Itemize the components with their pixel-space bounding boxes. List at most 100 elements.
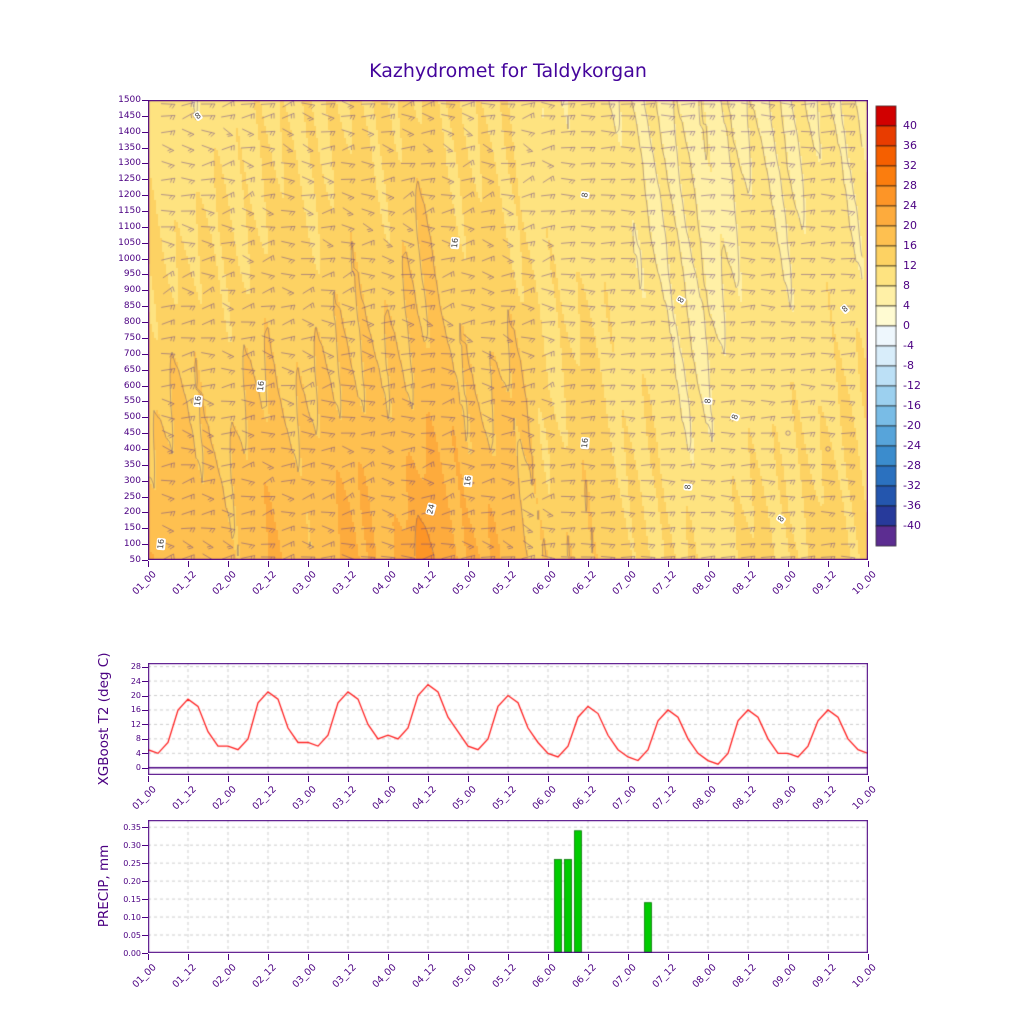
y-tick-label-t2: 20: [130, 691, 141, 701]
tick-mark: [668, 561, 669, 567]
tick-mark: [142, 322, 148, 323]
tick-mark: [308, 776, 309, 782]
x-tick-label-time: 02_12: [250, 962, 279, 991]
tick-mark: [142, 195, 148, 196]
tick-mark: [508, 954, 509, 960]
x-tick-label-time: 06_00: [530, 569, 559, 598]
y-tick-label-t2: 12: [130, 719, 141, 729]
tick-mark: [348, 954, 349, 960]
y-tick-label-height: 350: [123, 459, 141, 470]
tick-mark: [748, 561, 749, 567]
y-tick-label-height: 200: [123, 507, 141, 518]
x-tick-label-time: 01_12: [170, 962, 199, 991]
x-tick-label-time: 03_00: [290, 569, 319, 598]
x-tick-label-time: 05_12: [490, 569, 519, 598]
y-tick-label-height: 1000: [118, 253, 141, 264]
x-tick-label-time: 08_12: [730, 784, 759, 813]
tick-mark: [228, 954, 229, 960]
tick-mark: [148, 954, 149, 960]
colorbar-tick-label: 8: [903, 279, 910, 292]
tick-mark: [588, 776, 589, 782]
tick-mark: [868, 561, 869, 567]
y-tick-label-height: 900: [123, 285, 141, 296]
tick-mark: [142, 465, 148, 466]
x-tick-label-time: 07_12: [650, 569, 679, 598]
tick-mark: [142, 528, 148, 529]
y-tick-label-height: 1400: [118, 126, 141, 137]
tick-mark: [828, 561, 829, 567]
x-tick-label-time: 09_00: [770, 569, 799, 598]
x-tick-label-time: 10_00: [850, 784, 879, 813]
y-tick-label-t2: 28: [130, 662, 141, 672]
y-tick-label-t2: 16: [130, 705, 141, 715]
x-tick-label-time: 07_12: [650, 962, 679, 991]
x-tick-label-time: 01_00: [130, 569, 159, 598]
colorbar-tick-label: 36: [903, 139, 917, 152]
tick-mark: [748, 954, 749, 960]
tick-mark: [388, 776, 389, 782]
colorbar-tick-label: 0: [903, 319, 910, 332]
y-tick-label-height: 1050: [118, 237, 141, 248]
tick-mark: [468, 954, 469, 960]
x-tick-label-time: 09_00: [770, 784, 799, 813]
x-tick-label-time: 04_12: [410, 569, 439, 598]
y-tick-label-height: 800: [123, 317, 141, 328]
y-tick-label-height: 100: [123, 539, 141, 550]
tick-mark: [828, 954, 829, 960]
colorbar-tick-label: -36: [903, 499, 921, 512]
colorbar-tick-label: -40: [903, 519, 921, 532]
colorbar-tick-label: 20: [903, 219, 917, 232]
y-tick-label-height: 150: [123, 523, 141, 534]
tick-mark: [142, 274, 148, 275]
y-tick-label-t2: 0: [135, 763, 141, 773]
tick-mark: [142, 401, 148, 402]
y-tick-label-height: 650: [123, 364, 141, 375]
tick-mark: [708, 954, 709, 960]
y-tick-label-height: 550: [123, 396, 141, 407]
tick-mark: [142, 753, 148, 754]
tick-mark: [268, 561, 269, 567]
colorbar-tick-label: 32: [903, 159, 917, 172]
tick-mark: [828, 776, 829, 782]
x-tick-label-time: 10_00: [850, 569, 879, 598]
colorbar-tick-label: 40: [903, 119, 917, 132]
x-tick-label-time: 09_00: [770, 962, 799, 991]
tick-mark: [142, 739, 148, 740]
x-tick-label-time: 08_00: [690, 962, 719, 991]
colorbar-tick-label: -8: [903, 359, 914, 372]
colorbar-tick-label: 4: [903, 299, 910, 312]
x-tick-label-time: 01_12: [170, 784, 199, 813]
y-tick-label-precip: 0.15: [123, 894, 141, 904]
tick-mark: [142, 768, 148, 769]
y-tick-label-height: 1250: [118, 174, 141, 185]
tick-mark: [468, 776, 469, 782]
tick-mark: [788, 954, 789, 960]
tick-mark: [142, 710, 148, 711]
colorbar-tick-label: 24: [903, 199, 917, 212]
precip-bar-chart-canvas: [148, 820, 868, 953]
tick-mark: [628, 954, 629, 960]
x-tick-label-time: 06_00: [530, 962, 559, 991]
tick-mark: [588, 561, 589, 567]
y-tick-label-height: 1500: [118, 95, 141, 105]
tick-mark: [142, 899, 148, 900]
tick-mark: [142, 100, 148, 101]
x-tick-label-time: 03_12: [330, 962, 359, 991]
x-tick-label-time: 06_00: [530, 784, 559, 813]
colorbar-tick-label: -20: [903, 419, 921, 432]
contour-label: 8: [192, 110, 204, 122]
tick-mark: [868, 954, 869, 960]
tick-mark: [142, 696, 148, 697]
y-tick-label-height: 750: [123, 332, 141, 343]
tick-mark: [142, 306, 148, 307]
x-tick-label-time: 07_12: [650, 784, 679, 813]
x-tick-label-time: 02_12: [250, 569, 279, 598]
x-tick-label-time: 05_12: [490, 962, 519, 991]
tick-mark: [142, 243, 148, 244]
x-tick-label-time: 07_00: [610, 569, 639, 598]
y-tick-label-height: 50: [129, 555, 141, 565]
y-tick-label-height: 300: [123, 475, 141, 486]
x-tick-label-time: 02_00: [210, 784, 239, 813]
x-tick-label-time: 08_00: [690, 784, 719, 813]
y-tick-label-height: 400: [123, 443, 141, 454]
